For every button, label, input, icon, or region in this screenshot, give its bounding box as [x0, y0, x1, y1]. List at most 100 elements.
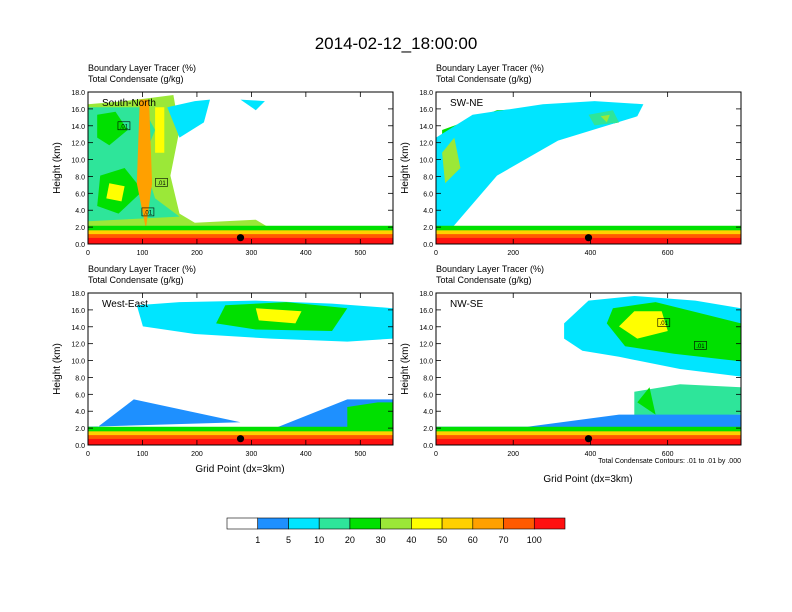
panel-2-xlabel: Grid Point (dx=3km) [195, 464, 284, 475]
panel-3-header-tracer: Boundary Layer Tracer (%) [436, 264, 544, 274]
colorbar-label: 40 [406, 535, 416, 545]
panel-0-ylabel: Height (km) [52, 142, 63, 194]
panel-3-xtick-label: 0 [434, 451, 438, 458]
panel-2-xtick-label: 400 [300, 451, 312, 458]
panel-3-contour-label-box [657, 318, 671, 327]
panel-2-ytick-label: 2.0 [75, 426, 85, 433]
panel-3-tracer-region [634, 384, 741, 418]
panel-1-field [436, 101, 741, 244]
panel-3-ytick-label: 8.0 [423, 375, 433, 382]
panel-0-location-label: South-North [102, 98, 156, 109]
colorbar-swatch [226, 517, 259, 530]
colorbar-swatch [472, 517, 504, 530]
panel-0-tracer-region [240, 99, 265, 111]
panel-3-field [436, 296, 741, 445]
panel-3-ytick-label: 12.0 [419, 342, 433, 349]
panel-0-ytick-label: 16.0 [71, 107, 85, 114]
colorbar-swatch [349, 517, 381, 530]
figure-title: 2014-02-12_18:00:00 [315, 34, 478, 53]
panel-2-tracer-region [255, 308, 302, 324]
panel-2-xtick-label: 300 [246, 451, 258, 458]
panel-1-ytick-label: 10.0 [419, 158, 433, 165]
panel-2-xtick-label: 500 [354, 451, 366, 458]
colorbar-label: 60 [468, 535, 478, 545]
colorbar-label: 50 [437, 535, 447, 545]
colorbar-swatch [288, 517, 320, 530]
panel-1-header-condensate: Total Condensate (g/kg) [436, 74, 532, 84]
panel-0-ytick-label: 10.0 [71, 158, 85, 165]
panel-2-ytick-label: 10.0 [71, 359, 85, 366]
panel-2-header-condensate: Total Condensate (g/kg) [88, 275, 184, 285]
panel-2-ylabel: Height (km) [52, 343, 63, 395]
panel-3-ytick-label: 10.0 [419, 359, 433, 366]
colorbar-swatch [318, 517, 351, 530]
panel-0-tracer-region [136, 99, 153, 229]
panel-0-ytick-label: 8.0 [75, 174, 85, 181]
panel-1-location-label: SW-NE [450, 98, 483, 109]
contour-note: Total Condensate Contours: .01 to .01 by… [598, 458, 741, 465]
colorbar-swatch [257, 517, 289, 530]
panel-2-xtick-label: 100 [137, 451, 149, 458]
panel-1-ytick-label: 2.0 [423, 225, 433, 232]
panel-0-header-condensate: Total Condensate (g/kg) [88, 74, 184, 84]
colorbar-label: 20 [345, 535, 355, 545]
panel-0-ytick-label: 6.0 [75, 191, 85, 198]
panel-1-tracer-region [600, 114, 610, 123]
panel-1-ytick-label: 6.0 [423, 191, 433, 198]
panel-3-frame [435, 292, 742, 446]
panel-2-ytick-label: 12.0 [71, 342, 85, 349]
panel-1-xtick-label: 600 [662, 250, 674, 257]
colorbar-label: 1 [255, 535, 260, 545]
colorbar-swatch [380, 517, 412, 530]
panel-0-xtick-label: 0 [86, 250, 90, 257]
panel-0-contour-label: .01 [144, 210, 153, 216]
panel-3-ytick-label: 2.0 [423, 426, 433, 433]
panel-0-contour-label: .01 [120, 124, 129, 130]
panel-3-tracer-region [619, 311, 668, 339]
panel-2-ytick-label: 18.0 [71, 291, 85, 298]
colorbar: 1 5 10 20 30 40 50 60 70 100 [226, 517, 566, 545]
panel-1-location-marker [584, 234, 593, 242]
panel-3-ytick-label: 4.0 [423, 409, 433, 416]
panel-3-xtick-label: 200 [507, 451, 519, 458]
panel-2-location-marker [236, 435, 245, 443]
panel-3-ytick-label: 14.0 [419, 325, 433, 332]
panel-2-ytick-label: 0.0 [75, 443, 85, 450]
panel-1-ytick-label: 4.0 [423, 208, 433, 215]
panel-0-xtick-label: 300 [246, 250, 258, 257]
panel-3-tracer-region [637, 387, 656, 415]
panel-2-xtick-label: 200 [191, 451, 203, 458]
panel-0-tracer-region [167, 99, 210, 138]
panel-2-ytick-label: 8.0 [75, 375, 85, 382]
panel-1-ytick-label: 0.0 [423, 242, 433, 249]
panel-1-xtick-label: 400 [585, 250, 597, 257]
panel-1-ytick-label: 16.0 [419, 107, 433, 114]
panel-1-ytick-label: 8.0 [423, 174, 433, 181]
panel-1-frame [435, 91, 742, 245]
panel-0-header-tracer: Boundary Layer Tracer (%) [88, 63, 196, 73]
panel-0-ytick-label: 0.0 [75, 242, 85, 249]
panel-0-ytick-label: 2.0 [75, 225, 85, 232]
panel-2-location-label: West-East [102, 299, 148, 310]
panel-0-contour-label-box [141, 207, 155, 217]
panel-sw-ne: SW-NE 0.0 2.0 4.0 6.0 8.0 10.0 12.0 14.0 16.0 18.0… [419, 90, 742, 257]
panel-3-ytick-label: 6.0 [423, 392, 433, 399]
panel-2-frame [87, 292, 394, 446]
panel-2-ytick-label: 6.0 [75, 392, 85, 399]
colorbar-label: 70 [499, 535, 509, 545]
panel-3-ytick-label: 16.0 [419, 308, 433, 315]
panel-0-tracer-region [155, 107, 165, 153]
colorbar-swatch [441, 517, 474, 530]
colorbar-swatch [533, 517, 566, 530]
panel-3-header-condensate: Total Condensate (g/kg) [436, 275, 532, 285]
panel-1-ylabel: Height (km) [400, 142, 411, 194]
panel-0-ytick-label: 14.0 [71, 124, 85, 131]
colorbar-swatch [411, 517, 443, 530]
panel-1-xtick-label: 200 [507, 250, 519, 257]
panel-0-xtick-label: 400 [300, 250, 312, 257]
panel-0-frame [87, 91, 394, 245]
colorbar-label: 5 [286, 535, 291, 545]
panel-2-field [88, 300, 393, 445]
panel-2-header-tracer: Boundary Layer Tracer (%) [88, 264, 196, 274]
